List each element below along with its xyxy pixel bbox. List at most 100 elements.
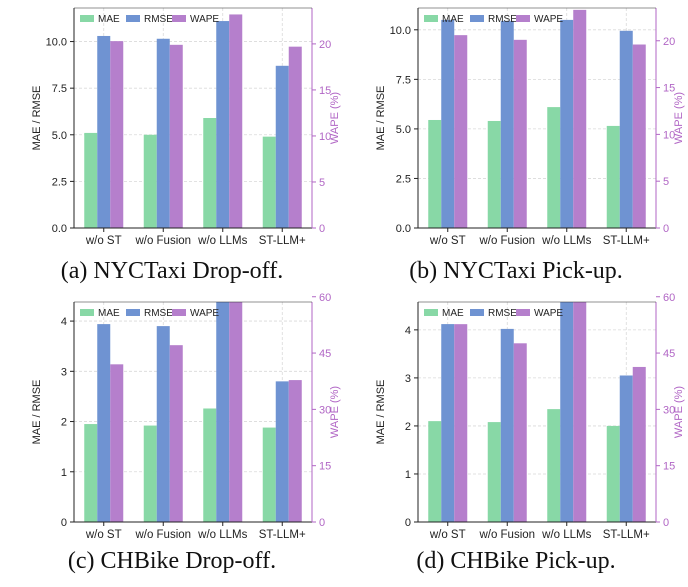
y2-tick-label: 20 [319, 39, 331, 51]
chart-panel-b: 0.0 2.5 5.0 7.5 10.0 0 5 10 15 20 w/o ST w/o Fusion… [344, 0, 688, 293]
bar-rmse [97, 35, 111, 229]
bar-rmse [97, 324, 111, 522]
bar-wape [632, 366, 646, 522]
y2-tick-label: 30 [319, 404, 331, 416]
bar-wape [632, 44, 646, 229]
bar-mae [143, 134, 157, 228]
y-tick-label: 3 [61, 366, 67, 378]
bar-rmse [275, 381, 289, 522]
legend-swatch-rmse [470, 309, 484, 316]
y-tick-label: 1 [61, 467, 67, 479]
y-tick-label: 4 [405, 325, 411, 337]
bar-wape [454, 324, 468, 522]
bar-mae [84, 424, 98, 522]
bar-wape [229, 14, 243, 229]
caption-d: (d) CHBike Pick-up. [416, 548, 616, 574]
legend-label-rmse: RMSE [144, 14, 173, 25]
y-tick-label: 0.0 [52, 223, 67, 235]
legend-swatch-wape [516, 15, 530, 22]
legend-label-rmse: RMSE [144, 308, 173, 319]
x-tick-label: w/o ST [429, 235, 466, 247]
chart-panel-c: 0 1 2 3 4 0 15 30 45 60 w/o ST w/o Fusion w/o LLMs ST… [0, 292, 344, 587]
y-tick-label: 7.5 [396, 74, 411, 86]
bar-wape [229, 302, 243, 522]
x-tick-label: ST-LLM+ [603, 529, 650, 541]
y-tick-label: 2.5 [52, 176, 67, 188]
y2-tick-label: 0 [663, 517, 669, 529]
y2-axis-label: WAPE (%) [673, 386, 685, 438]
bar-rmse [275, 65, 289, 229]
legend-swatch-wape [516, 309, 530, 316]
bar-wape [573, 9, 587, 228]
bar-mae [606, 425, 620, 522]
x-tick-label: w/o ST [429, 529, 466, 541]
legend-label-wape: WAPE [190, 308, 219, 319]
y-tick-label: 5.0 [52, 130, 67, 142]
y-tick-label: 0 [405, 517, 411, 529]
y2-tick-label: 15 [663, 461, 675, 473]
bar-wape [454, 35, 468, 228]
bar-rmse [619, 30, 633, 229]
legend-swatch-mae [424, 15, 438, 22]
legend-swatch-wape [172, 15, 186, 22]
bar-rmse [500, 328, 514, 522]
bar-wape [288, 380, 302, 522]
x-tick-label: w/o Fusion [478, 235, 535, 247]
y2-tick-label: 45 [663, 348, 675, 360]
y-tick-label: 10.0 [390, 25, 411, 37]
bar-rmse [216, 302, 230, 522]
x-tick-label: ST-LLM+ [259, 529, 306, 541]
bar-wape [288, 46, 302, 228]
y-tick-label: 0.0 [396, 223, 411, 235]
bar-rmse [156, 38, 170, 228]
y-tick-label: 1 [405, 469, 411, 481]
bar-rmse [441, 324, 455, 522]
bar-mae [487, 120, 501, 228]
y2-tick-label: 15 [319, 461, 331, 473]
bar-rmse [441, 19, 455, 228]
bar-rmse [216, 21, 230, 229]
chart-a: 0.0 2.5 5.0 7.5 10.0 0 5 10 15 20 w/o ST w/o Fusion… [31, 7, 341, 247]
y-tick-label: 2.5 [396, 173, 411, 185]
y2-tick-label: 30 [663, 404, 675, 416]
bar-mae [203, 118, 217, 228]
y2-tick-label: 0 [663, 223, 669, 235]
legend-label-mae: MAE [442, 14, 464, 25]
y-tick-label: 2 [61, 417, 67, 429]
y2-tick-label: 15 [319, 85, 331, 97]
chart-panel-a: 0.0 2.5 5.0 7.5 10.0 0 5 10 15 20 w/o ST w/o Fusion… [0, 0, 344, 293]
bar-mae [606, 125, 620, 228]
legend-swatch-wape [172, 309, 186, 316]
legend-swatch-rmse [126, 309, 140, 316]
y-axis-label: MAE / RMSE [31, 86, 43, 151]
bar-wape [513, 343, 527, 522]
legend-swatch-rmse [470, 15, 484, 22]
legend-label-wape: WAPE [534, 14, 563, 25]
bar-wape [513, 39, 527, 228]
bar-mae [262, 136, 276, 228]
chart-c: 0 1 2 3 4 0 15 30 45 60 w/o ST w/o Fusion w/o LLMs ST… [31, 292, 341, 541]
legend-label-wape: WAPE [190, 14, 219, 25]
y-tick-label: 4 [61, 316, 67, 328]
bar-mae [428, 421, 442, 522]
bar-mae [143, 425, 157, 522]
y2-tick-label: 60 [663, 292, 675, 304]
bar-mae [262, 427, 276, 522]
bar-mae [487, 422, 501, 522]
y-axis-label: MAE / RMSE [375, 380, 387, 445]
bar-wape [110, 364, 124, 522]
caption-c: (c) CHBike Drop-off. [67, 548, 277, 574]
bar-rmse [560, 302, 574, 522]
chart-d: 0 1 2 3 4 0 15 30 45 60 w/o ST w/o Fusion w/o LLMs ST… [375, 292, 685, 541]
y2-tick-label: 0 [319, 517, 325, 529]
caption-b: (b) NYCTaxi Pick-up. [409, 258, 623, 284]
x-tick-label: w/o LLMs [541, 529, 591, 541]
bar-mae [547, 409, 561, 522]
y2-tick-label: 45 [319, 348, 331, 360]
y2-axis-label: WAPE (%) [673, 92, 685, 144]
bar-rmse [560, 19, 574, 228]
x-tick-label: w/o Fusion [478, 529, 535, 541]
x-tick-label: ST-LLM+ [259, 235, 306, 247]
bar-mae [84, 132, 98, 228]
y-tick-label: 3 [405, 373, 411, 385]
